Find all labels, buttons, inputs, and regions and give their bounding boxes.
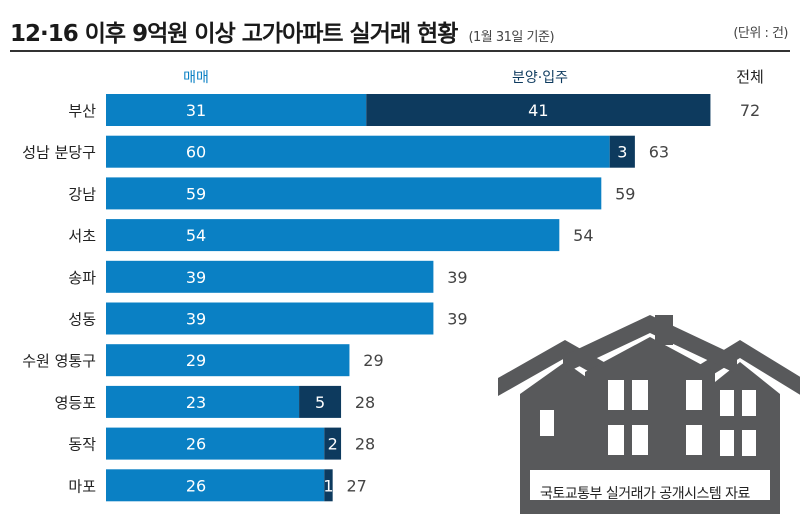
category-label: 동작	[68, 436, 96, 454]
category-label: 영등포	[55, 394, 97, 412]
legend-presale: 분양·입주	[512, 70, 568, 86]
bar-sale	[106, 427, 325, 460]
category-label: 성동	[68, 311, 96, 329]
bar-presale	[609, 135, 635, 168]
category-label: 서초	[68, 227, 96, 245]
house-roof	[563, 315, 737, 374]
totals-header: 전체	[736, 68, 764, 86]
bar-sale	[106, 385, 300, 418]
houses-illustration	[498, 315, 800, 514]
house-window	[720, 390, 734, 416]
chart-subtitle: (1월 31일 기준)	[468, 30, 555, 45]
house-window	[632, 380, 648, 410]
bar-total-value: 59	[615, 184, 635, 203]
bar-sale-value: 26	[186, 476, 206, 495]
chimney	[655, 315, 673, 345]
category-label: 마포	[68, 477, 96, 495]
bar-sale	[106, 344, 350, 377]
bar-sale-value: 39	[186, 310, 206, 329]
bar-presale-value: 2	[328, 435, 338, 454]
bar-presale	[366, 94, 711, 126]
bars-layer	[106, 94, 711, 502]
bar-presale-value: 1	[323, 476, 333, 495]
bar-sale	[106, 469, 325, 502]
title-row: 12·16 이후 9억원 이상 고가아파트 실거래 현황 (1월 31일 기준)	[10, 14, 555, 48]
unit-label: (단위 : 건)	[733, 26, 788, 41]
house-window	[608, 380, 624, 410]
bar-total-value: 39	[447, 310, 467, 329]
bar-sale-value: 23	[186, 393, 206, 412]
house-window	[540, 410, 554, 436]
bar-sale-value: 60	[186, 143, 206, 162]
bar-total-value: 39	[447, 268, 467, 287]
bar-sale	[106, 135, 610, 168]
chart-title: 12·16 이후 9억원 이상 고가아파트 실거래 현황	[10, 21, 458, 47]
bar-total-value: 29	[363, 351, 383, 370]
title-divider	[10, 50, 790, 52]
house-window	[742, 390, 756, 416]
bar-presale	[299, 385, 342, 418]
bar-sale	[106, 302, 434, 335]
source-note: 국토교통부 실거래가 공개시스템 자료	[540, 486, 750, 502]
bar-presale-value: 41	[528, 101, 548, 120]
bar-sale-value: 39	[186, 268, 206, 287]
category-label: 수원 영통구	[22, 352, 96, 370]
house-window	[686, 425, 702, 455]
house-window	[608, 425, 624, 455]
bar-presale-value: 5	[315, 393, 325, 412]
bar-total-value: 63	[649, 143, 669, 162]
bar-sale	[106, 94, 367, 126]
bar-total-value: 27	[346, 476, 366, 495]
house-window	[632, 425, 648, 455]
house-window	[742, 430, 756, 456]
house-window	[720, 430, 734, 456]
category-label: 부산	[68, 102, 96, 120]
bar-presale-value: 3	[617, 143, 627, 162]
bar-sale	[106, 177, 602, 210]
bar-presale	[324, 469, 333, 502]
bar-sale-value: 59	[186, 184, 206, 203]
bar-sale-value: 31	[186, 101, 206, 120]
legend-sale: 매매	[183, 70, 209, 86]
bar-total-value: 28	[355, 393, 375, 412]
house-window	[686, 380, 702, 410]
bar-total-value: 54	[573, 226, 593, 245]
category-label: 성남 분당구	[22, 144, 96, 162]
category-label: 송파	[68, 269, 96, 287]
source-backdrop	[530, 470, 770, 500]
bar-total-value: 72	[740, 101, 760, 120]
bar-sale	[106, 260, 434, 293]
bar-total-value: 28	[355, 435, 375, 454]
bar-sale-value: 29	[186, 351, 206, 370]
category-label: 강남	[68, 185, 96, 203]
bar-sale-value: 54	[186, 226, 206, 245]
bar-presale	[324, 427, 342, 460]
bar-sale	[106, 219, 560, 252]
bar-sale-value: 26	[186, 435, 206, 454]
